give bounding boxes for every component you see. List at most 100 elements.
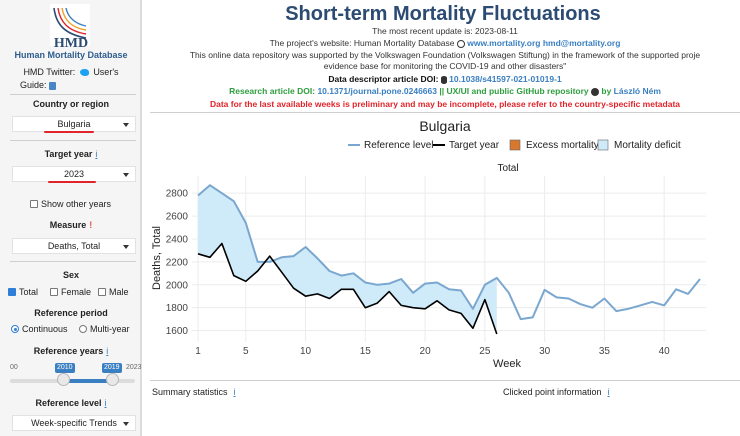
sex-female-checkbox[interactable] [50, 288, 58, 296]
mortality-areas [197, 185, 497, 334]
header-divider [150, 112, 740, 113]
descriptor-prefix: Data descriptor article DOI: [328, 74, 439, 84]
x-tick-label: 5 [243, 346, 249, 357]
x-tick-label: 40 [659, 346, 671, 357]
legend-label-1[interactable]: Target year [449, 140, 500, 151]
sex-male-checkbox[interactable] [98, 288, 106, 296]
slider-selected-range [63, 379, 112, 383]
continuous-radio[interactable] [11, 325, 19, 333]
show-other-years-row[interactable]: Show other years [30, 199, 111, 209]
page-title: Short-term Mortality Fluctuations [285, 3, 601, 25]
email-link[interactable]: hmd@mortality.org [542, 38, 621, 48]
x-tick-label: 15 [360, 346, 372, 357]
globe-icon [456, 39, 465, 48]
research-doi-link[interactable]: 10.1371/journal.pone.0246663 [317, 86, 437, 96]
y-tick-labels: 1600 1800 2000 2200 2400 2600 2800 [166, 189, 189, 337]
website-link[interactable]: www.mortality.org [467, 38, 541, 48]
users-label[interactable]: User's [93, 67, 119, 77]
clicked-point-label: Clicked point information [503, 387, 602, 397]
clicked-point-information[interactable]: Clicked point information i [503, 387, 610, 397]
twitter-line: HMD Twitter: User's [0, 67, 142, 77]
x-tick-label: 30 [539, 346, 551, 357]
x-tick-label: 20 [420, 346, 432, 357]
legend-swatch-3[interactable] [597, 139, 609, 151]
logo-text: HMD [53, 36, 89, 51]
uxui-text: || UX/UI and public GitHub repository [439, 86, 589, 96]
guide-label[interactable]: Guide: [20, 80, 47, 90]
twitter-bird-icon[interactable] [79, 69, 89, 77]
y-tick-label: 2600 [166, 212, 189, 223]
x-tick-label: 25 [479, 346, 491, 357]
reference-years-label: Reference years i [0, 346, 142, 356]
x-tick-label: 1 [195, 346, 201, 357]
info-icon[interactable]: i [233, 387, 236, 397]
info-icon[interactable]: i [104, 398, 107, 408]
slider-handle-from[interactable] [57, 373, 70, 386]
legend-swatch-2[interactable] [509, 139, 521, 151]
continuous-row[interactable]: Continuous [11, 324, 68, 334]
document-icon[interactable] [48, 81, 56, 90]
multi-year-radio[interactable] [79, 325, 87, 333]
github-icon[interactable] [591, 87, 599, 96]
reference-level-select[interactable]: Week-specific Trends [12, 415, 136, 431]
database-icon [440, 75, 447, 84]
y-tick-label: 2000 [166, 280, 189, 291]
country-value: Bulgaria [57, 119, 91, 129]
measure-label: Measure! [0, 220, 142, 230]
x-tick-label: 35 [599, 346, 611, 357]
measure-select[interactable]: Deaths, Total [12, 238, 136, 254]
x-tick-labels: 1 5 10 15 20 25 30 35 40 [195, 346, 670, 357]
warning-icon[interactable]: ! [89, 220, 93, 230]
database-name: Human Mortality Database [14, 50, 128, 60]
target-year-select[interactable]: 2023 [12, 166, 136, 182]
divider [10, 140, 136, 141]
slider-to-tag: 2019 [102, 363, 122, 373]
y-tick-label: 1800 [166, 303, 189, 314]
guide-line: Guide: [20, 80, 56, 90]
research-line: Research article DOI: 10.1371/journal.po… [150, 86, 740, 96]
show-other-years-label: Show other years [41, 199, 112, 209]
y-tick-label: 1600 [166, 326, 189, 337]
sex-total-label: Total [19, 287, 39, 297]
sex-label: Sex [62, 270, 79, 280]
hmd-logo-icon [50, 4, 90, 46]
y-axis-title: Deaths, Total [151, 226, 163, 290]
target-year-line[interactable] [197, 242, 498, 335]
sex-total-row[interactable]: Total [8, 287, 38, 297]
legend-label-3[interactable]: Mortality deficit [614, 140, 681, 151]
divider [10, 261, 136, 262]
mortality-chart[interactable]: Reference level Target year Excess mortali… [150, 134, 740, 374]
sex-male-label: Male [109, 287, 129, 297]
legend-label-2[interactable]: Excess mortality [526, 140, 599, 151]
info-icon[interactable]: i [95, 149, 98, 159]
sidebar: HMD Human Mortality Database HMD Twitter… [0, 0, 142, 436]
warning-line: Data for the last available weeks is pre… [150, 99, 740, 109]
slider-handle-to[interactable] [106, 373, 119, 386]
country-label: Country or region [33, 99, 109, 109]
target-year-label-text: Target year [44, 149, 93, 159]
sex-total-checkbox[interactable] [8, 288, 16, 296]
multi-year-row[interactable]: Multi-year [79, 324, 130, 334]
twitter-label: HMD Twitter: [23, 67, 76, 77]
mortality-deficit-area [197, 185, 497, 334]
country-select[interactable]: Bulgaria [12, 116, 136, 132]
show-other-years-checkbox[interactable] [30, 200, 38, 208]
sex-female-row[interactable]: Female [50, 287, 91, 297]
slider-max-tag: 2023 [126, 364, 142, 371]
target-year-label: Target year i [0, 149, 142, 159]
info-icon[interactable]: i [607, 387, 610, 397]
reference-level-line[interactable] [197, 184, 701, 321]
descriptor-doi-link[interactable]: 10.1038/s41597-021-01019-1 [449, 74, 562, 84]
target-year-value: 2023 [63, 169, 85, 179]
reference-level-label-text: Reference level [35, 398, 102, 408]
author-link[interactable]: László Ném [613, 86, 661, 96]
target-year-underline [48, 181, 96, 183]
sex-male-row[interactable]: Male [98, 287, 129, 297]
sex-female-label: Female [61, 287, 92, 297]
series-lines[interactable] [197, 184, 701, 335]
summary-statistics[interactable]: Summary statistics i [152, 387, 236, 397]
multi-year-label: Multi-year [90, 324, 130, 334]
info-icon[interactable]: i [106, 346, 109, 356]
country-underline [44, 131, 94, 133]
legend-label-0[interactable]: Reference level [364, 140, 433, 151]
